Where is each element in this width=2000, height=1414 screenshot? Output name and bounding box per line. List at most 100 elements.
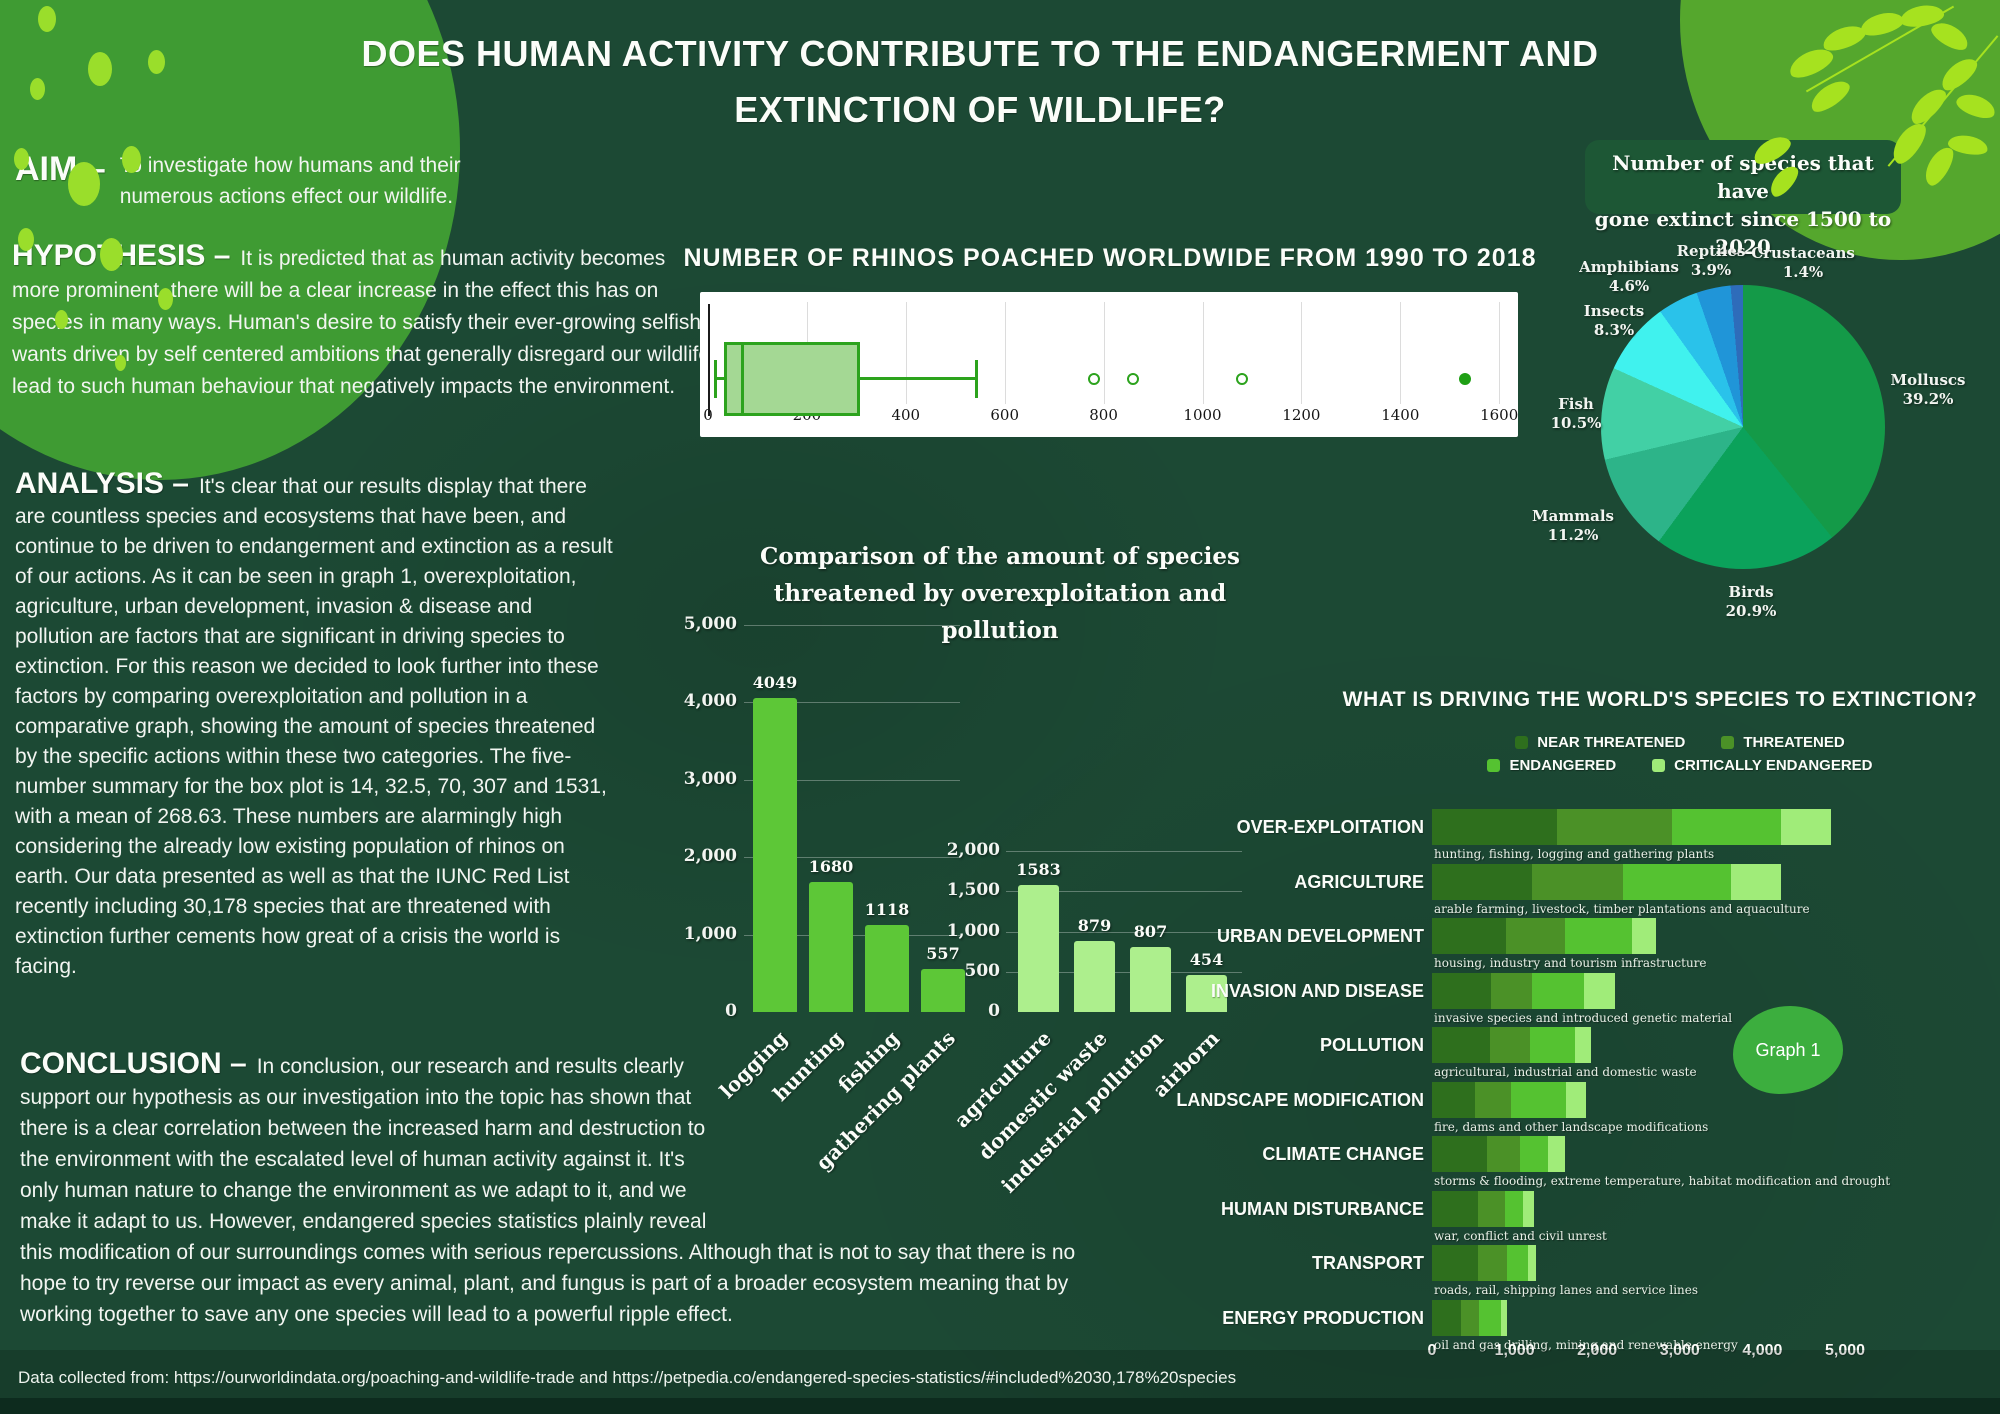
gridline [744, 702, 960, 703]
bar-value-label: 807 [1133, 922, 1168, 942]
pie-label-name: Amphibians [1579, 258, 1679, 276]
pie-label-name: Molluscs [1890, 371, 1966, 389]
boxplot-whisker [714, 377, 725, 380]
row-sublabel: storms & flooding, extreme temperature, … [1434, 1174, 1891, 1188]
bar-value-label: 4049 [752, 673, 798, 693]
segment-threatened [1474, 1081, 1512, 1118]
bar-gathering-plants [921, 968, 965, 1012]
row-sublabel: agricultural, industrial and domestic wa… [1434, 1065, 1697, 1079]
segment-endangered [1505, 1190, 1523, 1227]
segment-near-threatened [1432, 863, 1532, 900]
boxplot-outlier [1236, 373, 1249, 385]
bar-domestic-waste [1074, 941, 1115, 1012]
axis-tick-label: 3,000 [683, 768, 737, 789]
blob-dot [68, 162, 100, 206]
segment-near-threatened [1432, 972, 1492, 1009]
legend-swatch-icon [1652, 759, 1666, 772]
x-axis-label: 0 [1427, 1342, 1437, 1359]
axis-tick-label: 500 [964, 960, 1001, 981]
section-aim: AIM – To investigate how humans and thei… [15, 150, 550, 212]
axis-tick-label: 5,000 [683, 613, 737, 634]
gridline [1006, 891, 1242, 893]
pie-label-percent: 20.9% [1725, 602, 1777, 620]
gridline [1400, 302, 1402, 404]
segment-endangered [1479, 1299, 1501, 1336]
segment-near-threatened [1432, 1081, 1475, 1118]
segment-critically-endangered [1527, 1245, 1536, 1281]
aim-text: To investigate how humans and their nume… [119, 154, 461, 208]
pie-label-percent: 3.9% [1690, 261, 1732, 279]
y-axis-spine [708, 304, 710, 416]
segment-critically-endangered [1500, 1299, 1508, 1336]
axis-tick-label: 1,000 [946, 920, 1000, 941]
x-axis-label: 5,000 [1824, 1342, 1866, 1359]
blob-dot [38, 6, 56, 32]
gridline [744, 779, 960, 781]
row-sublabel: war, conflict and civil unrest [1434, 1228, 1607, 1243]
segment-threatened [1506, 918, 1566, 954]
gridline [744, 624, 960, 626]
pie-label-percent: 1.4% [1782, 263, 1824, 281]
segment-near-threatened [1432, 1027, 1490, 1063]
pie-label-reptiles: Reptiles 3.9% [1636, 242, 1786, 280]
segment-critically-endangered [1631, 918, 1657, 954]
analysis-heading: ANALYSIS – [15, 467, 189, 500]
blob-dot [122, 146, 141, 173]
row-label-human-disturbance: HUMAN DISTURBANCE [1221, 1198, 1424, 1219]
bar-value-label: 454 [1189, 950, 1224, 970]
conclusion-text: In conclusion, our research and results … [20, 1055, 1076, 1326]
pie-label-name: Fish [1558, 395, 1594, 413]
gridline [905, 302, 907, 404]
axis-tick-label: 1400 [1381, 406, 1420, 424]
blob-dot [88, 52, 112, 86]
boxplot-title: NUMBER OF RHINOS POACHED WORLDWIDE FROM … [683, 244, 1537, 272]
row-label-climate-change: CLIMATE CHANGE [1262, 1144, 1424, 1164]
pie-label-name: Insects [1583, 302, 1645, 320]
boxplot-panel: 02004006008001000120014001600 [700, 292, 1518, 437]
drivers-chart-area: WHAT IS DRIVING THE WORLD'S SPECIES TO E… [1130, 680, 2000, 1414]
segment-endangered [1622, 863, 1731, 900]
pie-chart-area: Molluscs 39.2% Birds 20.9% Mammals 11.2% Fish 1… [1520, 230, 2000, 660]
gridline [1301, 302, 1303, 404]
pie-label-percent: 8.3% [1593, 321, 1635, 339]
segment-critically-endangered [1522, 1190, 1534, 1227]
bottom-strip [0, 1398, 2000, 1414]
comparison-title: Comparison of the amount of species threa… [750, 538, 1250, 649]
segment-endangered [1565, 918, 1632, 954]
row-label-invasion-and-disease: INVASION AND DISEASE [1210, 980, 1424, 1001]
legend-item: THREATENED [1721, 734, 1845, 751]
axis-tick-label: 400 [891, 406, 921, 424]
axis-tick-label: 1200 [1282, 406, 1321, 424]
gridline [1103, 302, 1105, 404]
axis-tick-label: 1,500 [946, 880, 1000, 901]
gridline [1006, 931, 1242, 933]
legend-swatch-icon [1721, 736, 1735, 749]
boxplot-far-outlier [1459, 373, 1472, 385]
segment-endangered [1519, 1136, 1549, 1172]
x-axis-label: 2,000 [1577, 1342, 1618, 1359]
pie-label-name: Birds [1728, 583, 1774, 601]
pie-label-name: Reptiles [1676, 242, 1746, 260]
row-sublabel: fire, dams and other landscape modificat… [1434, 1119, 1709, 1134]
segment-endangered [1529, 1027, 1575, 1063]
axis-tick-label: 1,000 [683, 923, 737, 944]
bar-agriculture [1018, 884, 1059, 1012]
axis-tick-label: 2,000 [683, 846, 737, 866]
legend-label: ENDANGERED [1509, 757, 1617, 774]
segment-critically-endangered [1548, 1136, 1566, 1172]
row-label-landscape-modification: LANDSCAPE MODIFICATION [1176, 1089, 1424, 1110]
bar-hunting [809, 881, 853, 1012]
blob-dot [55, 310, 68, 329]
axis-tick-label: 800 [1089, 406, 1118, 424]
segment-critically-endangered [1566, 1081, 1587, 1118]
segment-critically-endangered [1731, 863, 1781, 900]
bar-value-label: 1583 [1016, 859, 1061, 879]
gridline [1006, 971, 1242, 973]
segment-critically-endangered [1583, 972, 1616, 1009]
row-label-transport: TRANSPORT [1312, 1253, 1424, 1273]
boxplot-outlier [1127, 373, 1140, 385]
pie-title-badge: Number of species that have gone extinct … [1585, 140, 1901, 259]
boxplot-whisker-cap [975, 360, 979, 398]
pie-label-name: Crustaceans [1751, 244, 1855, 262]
